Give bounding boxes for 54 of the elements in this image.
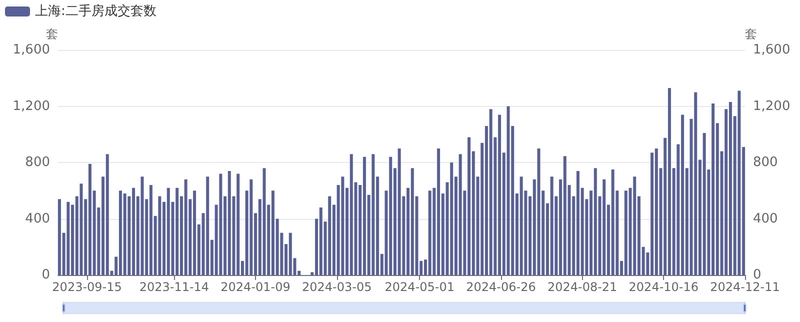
legend-label: 上海:二手房成交套数 xyxy=(35,3,156,19)
bar xyxy=(537,148,540,275)
bar xyxy=(398,148,401,275)
bar xyxy=(450,162,454,275)
bar xyxy=(350,154,353,275)
y-tick-label: 0 xyxy=(42,268,50,282)
y2-tick-label: 1,200 xyxy=(753,98,790,114)
x-tick-label: 2024-05-01 xyxy=(384,280,455,294)
y-tick-label: 800 xyxy=(25,155,50,170)
bar xyxy=(694,92,698,275)
x-tick-label: 2023-09-15 xyxy=(52,280,122,294)
x-tick-label: 2023-11-14 xyxy=(139,280,210,294)
y-tick-label: 400 xyxy=(25,211,50,226)
bar xyxy=(611,170,614,275)
y-tick-label: 1,600 xyxy=(12,42,50,58)
y-tick-label: 1,200 xyxy=(12,98,50,114)
bar xyxy=(602,179,606,275)
y-axis-title: 套 xyxy=(46,27,58,41)
bar xyxy=(262,168,266,275)
bar xyxy=(140,176,144,275)
bar xyxy=(158,196,162,275)
x-tick-label: 2024-08-21 xyxy=(547,280,618,294)
bar xyxy=(80,184,83,275)
y2-tick-label: 400 xyxy=(753,211,778,226)
bar xyxy=(219,174,222,275)
bar xyxy=(288,232,292,275)
bar xyxy=(184,179,188,275)
bar xyxy=(550,176,554,275)
bar xyxy=(372,154,375,275)
x-tick-label: 2024-01-09 xyxy=(220,280,290,294)
bar xyxy=(633,176,636,275)
bar xyxy=(520,176,523,275)
bar xyxy=(123,193,126,275)
y2-tick-label: 1,600 xyxy=(753,42,790,58)
bar xyxy=(250,179,253,275)
bar xyxy=(702,132,706,275)
bar xyxy=(489,109,492,275)
bar xyxy=(341,176,344,275)
bar xyxy=(166,188,170,275)
x-tick-label: 2024-03-05 xyxy=(302,280,372,294)
y2-axis-title: 套 xyxy=(745,27,757,41)
x-tick-label: 2024-10-16 xyxy=(628,280,699,294)
bar xyxy=(428,190,432,275)
x-tick-label: 2024-12-11 xyxy=(710,280,780,294)
bar xyxy=(319,208,322,275)
y2-tick-label: 0 xyxy=(753,268,762,282)
bar xyxy=(506,106,510,275)
bar xyxy=(458,154,462,275)
y2-tick-label: 800 xyxy=(753,155,778,170)
x-tick-label: 2024-06-26 xyxy=(466,280,536,294)
bar xyxy=(738,90,741,275)
bar xyxy=(228,170,231,275)
bar xyxy=(66,202,70,275)
bar xyxy=(106,154,109,275)
